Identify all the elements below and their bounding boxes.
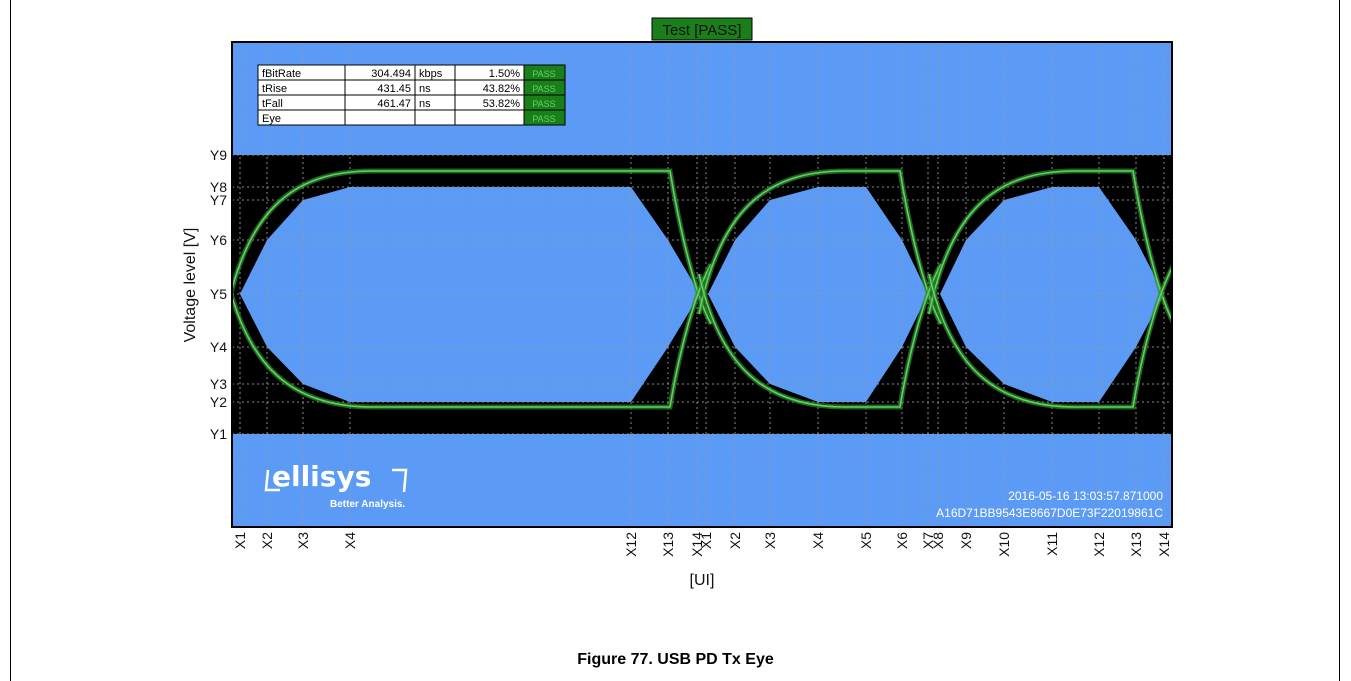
y-tick-label: Y5 [210, 286, 227, 302]
x-tick-label: X9 [958, 532, 974, 549]
eye-opening-1 [240, 187, 700, 402]
title-badge [651, 17, 753, 41]
x-tick-label: X2 [727, 532, 743, 549]
chart-title: Test [PASS] [663, 22, 742, 39]
measurement-name: tFall [262, 98, 283, 110]
y-tick-label: Y3 [210, 376, 227, 392]
x-tick-label: X3 [295, 532, 311, 549]
brand-name: ellisys [272, 460, 371, 493]
y-tick-label: Y7 [210, 192, 227, 208]
x-tick-label: X4 [342, 532, 358, 549]
measurement-unit: ns [419, 98, 431, 110]
signal-trace-3-0 [928, 170, 1172, 322]
x-tick-label: X14 [1156, 532, 1172, 557]
timestamp: 2016-05-16 13:03:57.871000 [1008, 489, 1163, 503]
x-tick-label: X1 [698, 532, 714, 549]
x-tick-label: X11 [1044, 532, 1060, 556]
plot-border [231, 41, 1173, 528]
x-tick-label: X1 [232, 532, 248, 549]
signal-trace-1-0 [232, 170, 712, 325]
measurement-value: 304.494 [371, 68, 411, 80]
logo-bracket-left [264, 469, 280, 492]
x-tick-label: X10 [996, 532, 1012, 557]
x-tick-label: X13 [1128, 532, 1144, 557]
x-tick-label: X7 [920, 532, 936, 549]
x-tick-label: X4 [810, 532, 826, 549]
x-tick-label: X6 [894, 532, 910, 549]
measurement-percent: 1.50% [489, 68, 520, 80]
measurement-percent: 53.82% [483, 98, 521, 110]
x-tick-label: X13 [660, 532, 676, 557]
y-tick-label: Y2 [210, 394, 227, 410]
x-tick-label: X8 [930, 532, 946, 549]
logo-bracket-right [392, 468, 408, 493]
y-axis-label: Voltage level [V] [182, 228, 199, 343]
device-id: A16D71BB9543E8667D0E73F22019861C [936, 506, 1163, 520]
measurement-value: 431.45 [377, 83, 411, 95]
measurement-name: fBitRate [262, 68, 301, 80]
y-tick-label: Y1 [210, 426, 227, 442]
measurement-value: 461.47 [377, 98, 411, 110]
x-axis-label: [UI] [690, 572, 715, 589]
y-tick-label: Y4 [210, 339, 227, 355]
brand-tagline: Better Analysis. [330, 499, 405, 510]
signal-trace-3-1 [928, 266, 1172, 408]
measurement-status: PASS [532, 114, 555, 124]
y-tick-label: Y8 [210, 179, 227, 195]
x-tick-label: X5 [858, 532, 874, 549]
figure-caption: Figure 77. USB PD Tx Eye [577, 651, 774, 668]
x-tick-label: X14 [689, 532, 705, 557]
measurement-status: PASS [532, 84, 555, 94]
figure-frame [10, 0, 1340, 681]
x-tick-label: X2 [259, 532, 275, 549]
measurement-percent: 43.82% [483, 83, 521, 95]
measurement-status: PASS [532, 99, 555, 109]
signal-trace-2-1 [698, 263, 942, 408]
measurement-unit: ns [419, 83, 431, 95]
signal-trace-2-0 [698, 170, 942, 325]
x-tick-label: X3 [762, 532, 778, 549]
measurement-name: tRise [262, 83, 287, 95]
x-tick-label: X12 [1091, 532, 1107, 557]
measurement-unit: kbps [419, 68, 443, 80]
measurement-status: PASS [532, 69, 555, 79]
y-tick-label: Y9 [210, 147, 227, 163]
y-tick-label: Y6 [210, 232, 227, 248]
x-tick-label: X12 [623, 532, 639, 557]
signal-trace-1-1 [232, 263, 712, 408]
measurement-name: Eye [262, 113, 281, 125]
